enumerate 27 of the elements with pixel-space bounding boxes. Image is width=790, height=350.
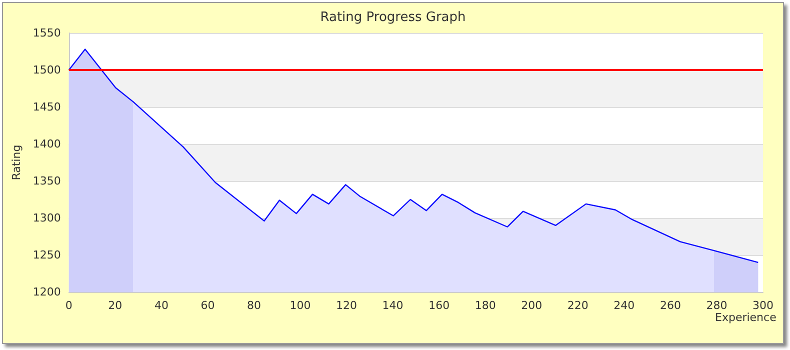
- x-tick-label: 160: [428, 299, 450, 312]
- x-tick-label: 300: [752, 299, 774, 312]
- x-tick-label: 100: [290, 299, 311, 312]
- x-tick-label: 60: [200, 299, 215, 312]
- y-tick-label: 1400: [32, 138, 61, 150]
- x-tick-label: 20: [108, 299, 122, 312]
- x-tick-label: 280: [706, 299, 728, 312]
- x-tick-label: 120: [336, 299, 358, 312]
- x-tick-label: 260: [660, 299, 681, 312]
- chart-title: Rating Progress Graph: [320, 10, 466, 25]
- y-tick-label: 1350: [32, 174, 61, 188]
- x-tick-label: 200: [521, 299, 542, 312]
- x-tick-label: 140: [382, 299, 404, 312]
- y-tick-label: 1550: [32, 26, 61, 40]
- y-tick-label: 1300: [32, 212, 61, 224]
- y-axis-title: Rating: [10, 144, 23, 180]
- x-tick-label: 0: [65, 299, 72, 312]
- y-tick-label: 1200: [32, 286, 61, 298]
- x-tick-label: 220: [567, 299, 588, 312]
- y-tick-label: 1500: [32, 64, 61, 76]
- x-tick-label: 40: [154, 299, 168, 312]
- y-tick-label: 1250: [32, 248, 61, 262]
- x-tick-label: 240: [614, 299, 635, 312]
- x-tick-label: 180: [474, 299, 496, 312]
- x-tick-label: 80: [246, 299, 261, 312]
- x-axis-title: Experience: [715, 311, 777, 324]
- y-tick-label: 1450: [32, 100, 61, 114]
